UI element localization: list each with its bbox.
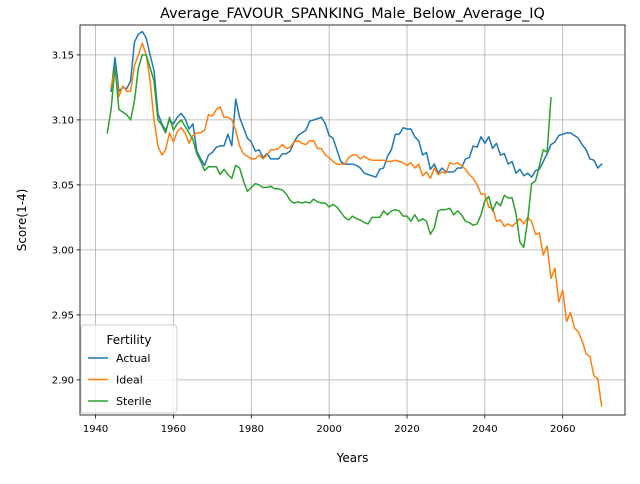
x-tick-label: 2000 (316, 424, 341, 435)
x-tick-label: 2040 (472, 424, 497, 435)
y-axis-label: Score(1-4) (15, 189, 29, 252)
x-tick-label: 2060 (550, 424, 575, 435)
y-tick-label: 3.10 (52, 115, 74, 126)
x-tick-label: 2020 (394, 424, 419, 435)
y-tick-label: 3.00 (52, 245, 74, 256)
legend-label-sterile: Sterile (116, 395, 152, 408)
series-line-ideal (110, 42, 603, 407)
plot-frame (79, 24, 626, 416)
legend-entries: Actual Ideal Sterile (88, 352, 152, 408)
chart-title: Average_FAVOUR_SPANKING_Male_Below_Avera… (160, 6, 545, 22)
x-axis-label: Years (336, 451, 369, 465)
series-lines (106, 30, 603, 407)
legend: Fertility Actual Ideal Sterile (80, 324, 178, 414)
y-tick-label: 2.95 (52, 310, 74, 321)
series-line-sterile (106, 54, 552, 249)
x-tick-label: 1940 (83, 424, 108, 435)
legend-title: Fertility (106, 333, 151, 347)
y-axis-ticks: 2.90 2.95 3.00 3.05 3.10 3.15 (52, 50, 80, 386)
y-tick-label: 2.90 (52, 375, 74, 386)
legend-label-ideal: Ideal (116, 374, 143, 387)
series-line-actual (110, 30, 603, 178)
legend-label-actual: Actual (116, 352, 150, 365)
y-tick-label: 3.05 (52, 180, 74, 191)
x-tick-label: 1980 (239, 424, 264, 435)
y-tick-label: 3.15 (52, 50, 74, 61)
legend-box (80, 324, 178, 414)
x-tick-label: 1960 (161, 424, 186, 435)
x-axis-ticks: 1940 1960 1980 2000 2020 2040 2060 (83, 415, 575, 435)
